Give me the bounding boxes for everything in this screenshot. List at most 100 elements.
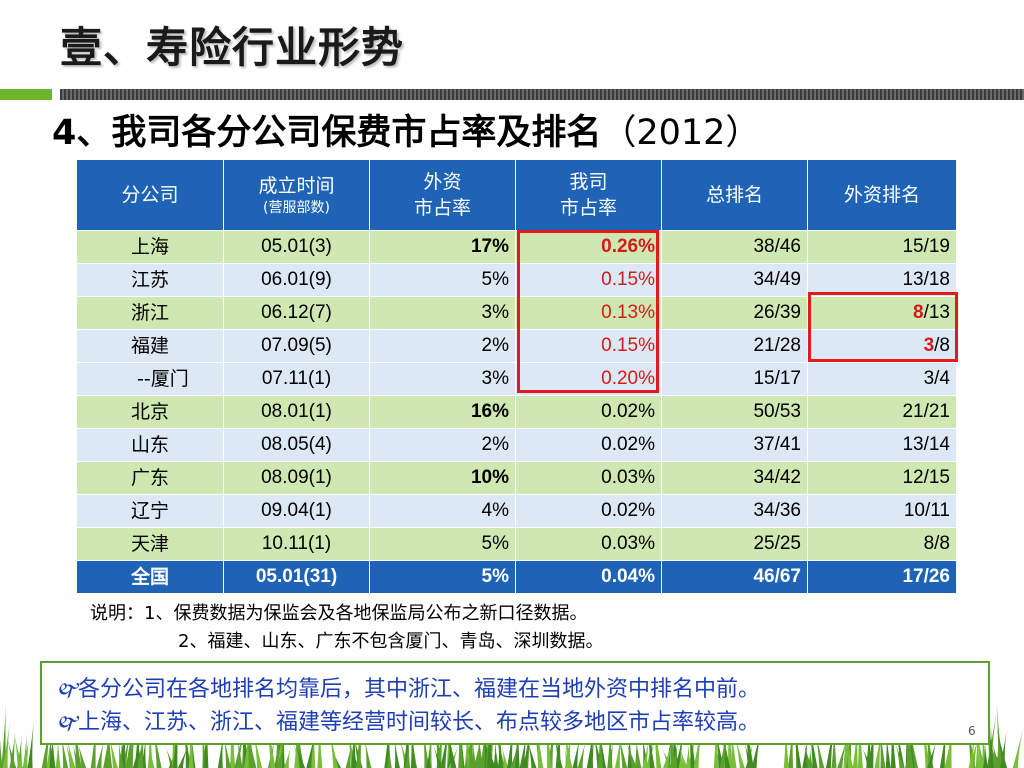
- cell-branch: 北京: [76, 395, 224, 429]
- page-number: 6: [968, 724, 976, 738]
- cell-branch: --厦门: [76, 362, 224, 396]
- slide-subtitle: 4、我司各分公司保费市占率及排名（2012）: [52, 104, 760, 155]
- cell-foreign-share: 3%: [369, 362, 516, 396]
- header-our-share: 我司 市占率: [515, 159, 662, 231]
- cell-our-share: 0.02%: [515, 428, 662, 462]
- header-overall-rank: 总排名: [661, 159, 808, 231]
- title-divider-bar: [60, 89, 1024, 100]
- cell-foreign-share: 2%: [369, 329, 516, 363]
- cell-branch: 江苏: [76, 263, 224, 297]
- cell-established: 10.11(1): [223, 527, 370, 561]
- cell-established: 06.01(9): [223, 263, 370, 297]
- table-row: 江苏 06.01(9) 5% 0.15% 34/49 13/18: [76, 263, 957, 297]
- cell-branch: 福建: [76, 329, 224, 363]
- cell-overall-rank: 38/46: [661, 230, 808, 264]
- summary-bullet-2: 🙰上海、江苏、浙江、福建等经营时间较长、布点较多地区市占率较高。: [56, 706, 974, 739]
- cell-foreign-share: 10%: [369, 461, 516, 495]
- table-row: 天津 10.11(1) 5% 0.03% 25/25 8/8: [76, 527, 957, 561]
- table-total-row: 全国 05.01(31) 5% 0.04% 46/67 17/26: [76, 560, 957, 594]
- cell-overall-rank: 21/28: [661, 329, 808, 363]
- cell-our-share: 0.02%: [515, 494, 662, 528]
- cell-branch: 天津: [76, 527, 224, 561]
- cell-our-share: 0.03%: [515, 527, 662, 561]
- cell-foreign-rank: 8/13: [807, 296, 957, 330]
- cell-overall-rank: 34/36: [661, 494, 808, 528]
- header-our-share-l2: 市占率: [559, 197, 617, 219]
- cell-branch: 全国: [76, 560, 224, 594]
- header-established-sub: (营服部数): [263, 200, 330, 216]
- cell-foreign-rank: 3/4: [807, 362, 957, 396]
- header-branch: 分公司: [76, 159, 224, 231]
- table-row: 浙江 06.12(7) 3% 0.13% 26/39 8/13: [76, 296, 957, 330]
- summary-bullet-2-text: 上海、江苏、浙江、福建等经营时间较长、布点较多地区市占率较高。: [78, 710, 761, 735]
- foreign-rank-highlight: 3: [923, 335, 935, 356]
- cell-foreign-share: 2%: [369, 428, 516, 462]
- table-row: 北京 08.01(1) 16% 0.02% 50/53 21/21: [76, 395, 957, 429]
- cell-foreign-rank: 8/8: [807, 527, 957, 561]
- cell-our-share: 0.15%: [515, 263, 662, 297]
- cell-our-share: 0.15%: [515, 329, 662, 363]
- cell-our-share: 0.26%: [515, 230, 662, 264]
- table-row: 福建 07.09(5) 2% 0.15% 21/28 3/8: [76, 329, 957, 363]
- cell-overall-rank: 50/53: [661, 395, 808, 429]
- summary-bullet-1-text: 各分公司在各地排名均靠后，其中浙江、福建在当地外资中排名中前。: [78, 677, 761, 702]
- cell-our-share: 0.03%: [515, 461, 662, 495]
- header-foreign-share-l2: 市占率: [413, 197, 471, 219]
- subtitle-text: 4、我司各分公司保费市占率及排名: [52, 113, 602, 153]
- header-established: 成立时间 (营服部数): [223, 159, 370, 231]
- cell-established: 08.01(1): [223, 395, 370, 429]
- cell-overall-rank: 34/49: [661, 263, 808, 297]
- foreign-rank-highlight: 8: [913, 302, 924, 323]
- header-foreign-rank: 外资排名: [807, 159, 957, 231]
- table-row: 辽宁 09.04(1) 4% 0.02% 34/36 10/11: [76, 494, 957, 528]
- cell-branch: 浙江: [76, 296, 224, 330]
- cell-overall-rank: 46/67: [661, 560, 808, 594]
- cell-established: 05.01(3): [223, 230, 370, 264]
- note-line-2: 2、福建、山东、广东不包含厦门、青岛、深圳数据。: [178, 631, 604, 652]
- slide-title: 壹、寿险行业形势: [60, 23, 405, 72]
- cell-foreign-share: 5%: [369, 560, 516, 594]
- subtitle-year: （2012）: [601, 113, 761, 153]
- cell-overall-rank: 37/41: [661, 428, 808, 462]
- summary-box: 🙰各分公司在各地排名均靠后，其中浙江、福建在当地外资中排名中前。 🙰上海、江苏、…: [40, 661, 990, 745]
- cell-foreign-share: 3%: [369, 296, 516, 330]
- cell-foreign-share: 17%: [369, 230, 516, 264]
- foreign-rank-highlight-box: [808, 292, 958, 362]
- cell-overall-rank: 34/42: [661, 461, 808, 495]
- bullet-icon: 🙰: [56, 710, 82, 734]
- cell-foreign-rank: 12/15: [807, 461, 957, 495]
- branch-market-share-table: 分公司 成立时间 (营服部数) 外资市占率 我司市占率 总排名 外资排名 上海 0…: [76, 159, 957, 594]
- cell-established: 09.04(1): [223, 494, 370, 528]
- table-row: 上海 05.01(3) 17% 0.26% 38/46 15/19: [76, 230, 957, 264]
- cell-established: 08.09(1): [223, 461, 370, 495]
- cell-branch: 上海: [76, 230, 224, 264]
- cell-established: 07.09(5): [223, 329, 370, 363]
- header-foreign-share-l1: 外资: [423, 171, 462, 193]
- table-header-row: 分公司 成立时间 (营服部数) 外资市占率 我司市占率 总排名 外资排名: [76, 159, 957, 231]
- foreign-rank-total: /8: [934, 335, 950, 356]
- table-row: 广东 08.09(1) 10% 0.03% 34/42 12/15: [76, 461, 957, 495]
- header-established-main: 成立时间: [258, 175, 335, 197]
- cell-overall-rank: 26/39: [661, 296, 808, 330]
- cell-foreign-share: 4%: [369, 494, 516, 528]
- cell-overall-rank: 25/25: [661, 527, 808, 561]
- cell-established: 08.05(4): [223, 428, 370, 462]
- cell-foreign-rank: 13/14: [807, 428, 957, 462]
- table-notes: 说明：1、保费数据为保监会及各地保监局公布之新口径数据。 2、福建、山东、广东不…: [90, 600, 603, 656]
- table-row: 山东 08.05(4) 2% 0.02% 37/41 13/14: [76, 428, 957, 462]
- cell-foreign-rank: 15/19: [807, 230, 957, 264]
- cell-established: 06.12(7): [223, 296, 370, 330]
- cell-overall-rank: 15/17: [661, 362, 808, 396]
- title-accent-bar: [0, 89, 52, 100]
- foreign-rank-total: /13: [923, 302, 950, 323]
- bullet-icon: 🙰: [56, 677, 82, 701]
- note-line-1: 说明：1、保费数据为保监会及各地保监局公布之新口径数据。: [90, 603, 588, 624]
- cell-our-share: 0.04%: [515, 560, 662, 594]
- header-foreign-share: 外资 市占率: [369, 159, 516, 231]
- our-share-highlight-box: [517, 230, 659, 393]
- cell-established: 05.01(31): [223, 560, 370, 594]
- cell-branch: 山东: [76, 428, 224, 462]
- header-our-share-l1: 我司: [569, 171, 608, 193]
- cell-foreign-rank: 21/21: [807, 395, 957, 429]
- summary-bullet-1: 🙰各分公司在各地排名均靠后，其中浙江、福建在当地外资中排名中前。: [56, 673, 974, 706]
